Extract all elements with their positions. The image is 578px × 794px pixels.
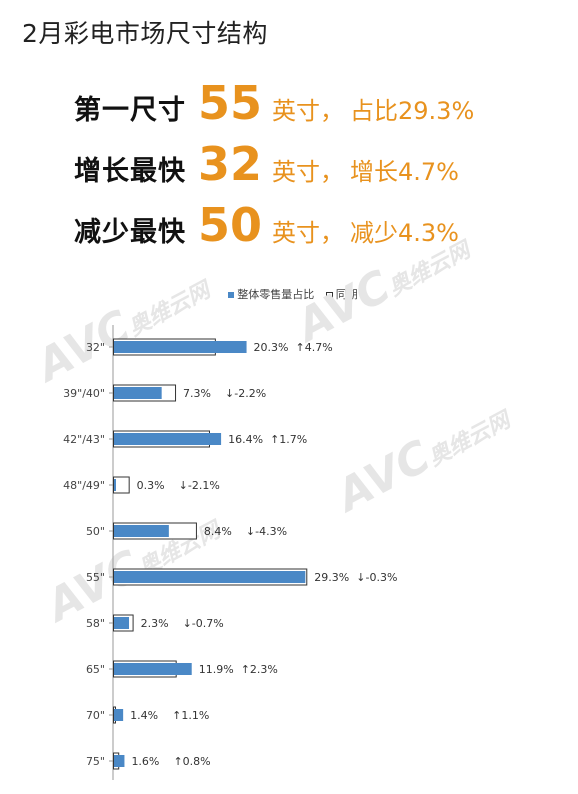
legend-label-current: 整体零售量占比	[237, 288, 315, 301]
bar-previous	[113, 476, 130, 494]
change-label: ↓-0.3%	[356, 571, 397, 584]
page-title: 2月彩电市场尺寸结构	[22, 19, 268, 48]
highlight-value: 50	[198, 198, 263, 252]
category-label: 55"	[86, 571, 105, 584]
highlight-fastest-growth: 增长最快 32 英寸， 增长4.7%	[74, 137, 465, 193]
bar-current	[114, 433, 222, 445]
legend-swatch-previous	[325, 291, 333, 299]
highlight-label: 减少最快	[74, 217, 186, 248]
bar-current	[114, 387, 162, 399]
data-label: 29.3%	[314, 571, 349, 584]
category-label: 70"	[86, 709, 105, 722]
highlight-label: 增长最快	[74, 156, 186, 187]
data-label: 20.3%	[254, 341, 289, 354]
data-label: 0.3%	[137, 479, 165, 492]
category-label: 39"/40"	[63, 387, 105, 400]
change-label: ↓-0.7%	[183, 617, 224, 630]
data-label: 11.9%	[199, 663, 234, 676]
highlight-unit: 英寸，	[272, 97, 345, 125]
bar-current	[114, 479, 116, 491]
highlight-detail: 增长4.7%	[350, 158, 459, 186]
highlight-top-size: 第一尺寸 55 英寸， 占比29.3%	[74, 76, 480, 132]
category-label: 75"	[86, 755, 105, 768]
bar-current	[114, 617, 130, 629]
change-label: ↑1.1%	[172, 709, 209, 722]
bar-current	[114, 663, 192, 675]
highlight-value: 55	[198, 76, 263, 130]
highlight-label: 第一尺寸	[74, 95, 186, 126]
highlight-fastest-decline: 减少最快 50 英寸， 减少4.3%	[74, 198, 465, 254]
bar-current	[114, 755, 125, 767]
highlight-unit: 英寸，	[272, 158, 345, 186]
category-label: 48"/49"	[63, 479, 105, 492]
highlight-detail: 占比29.3%	[350, 97, 475, 125]
category-label: 32"	[86, 341, 105, 354]
highlight-detail: 减少4.3%	[350, 219, 459, 247]
category-label: 65"	[86, 663, 105, 676]
bar-current	[114, 341, 247, 353]
category-label: 50"	[86, 525, 105, 538]
change-label: ↑2.3%	[241, 663, 278, 676]
legend-label-previous: 同期	[335, 288, 358, 301]
highlight-value: 32	[198, 137, 263, 191]
change-label: ↓-2.2%	[225, 387, 266, 400]
bar-current	[114, 571, 306, 583]
change-label: ↓-2.1%	[179, 479, 220, 492]
category-label: 58"	[86, 617, 105, 630]
chart-legend: 整体零售量占比 同期	[0, 286, 578, 302]
bar-current	[114, 709, 124, 721]
change-label: ↑0.8%	[173, 755, 210, 768]
data-label: 7.3%	[183, 387, 211, 400]
data-label: 1.4%	[130, 709, 158, 722]
data-label: 16.4%	[228, 433, 263, 446]
legend-swatch-current	[228, 292, 235, 298]
change-label: ↑4.7%	[296, 341, 333, 354]
change-label: ↓-4.3%	[246, 525, 287, 538]
bar-current	[114, 525, 169, 537]
data-label: 8.4%	[204, 525, 232, 538]
data-label: 2.3%	[141, 617, 169, 630]
data-label: 1.6%	[131, 755, 159, 768]
category-label: 42"/43"	[63, 433, 105, 446]
highlight-unit: 英寸，	[272, 219, 345, 247]
change-label: ↑1.7%	[270, 433, 307, 446]
